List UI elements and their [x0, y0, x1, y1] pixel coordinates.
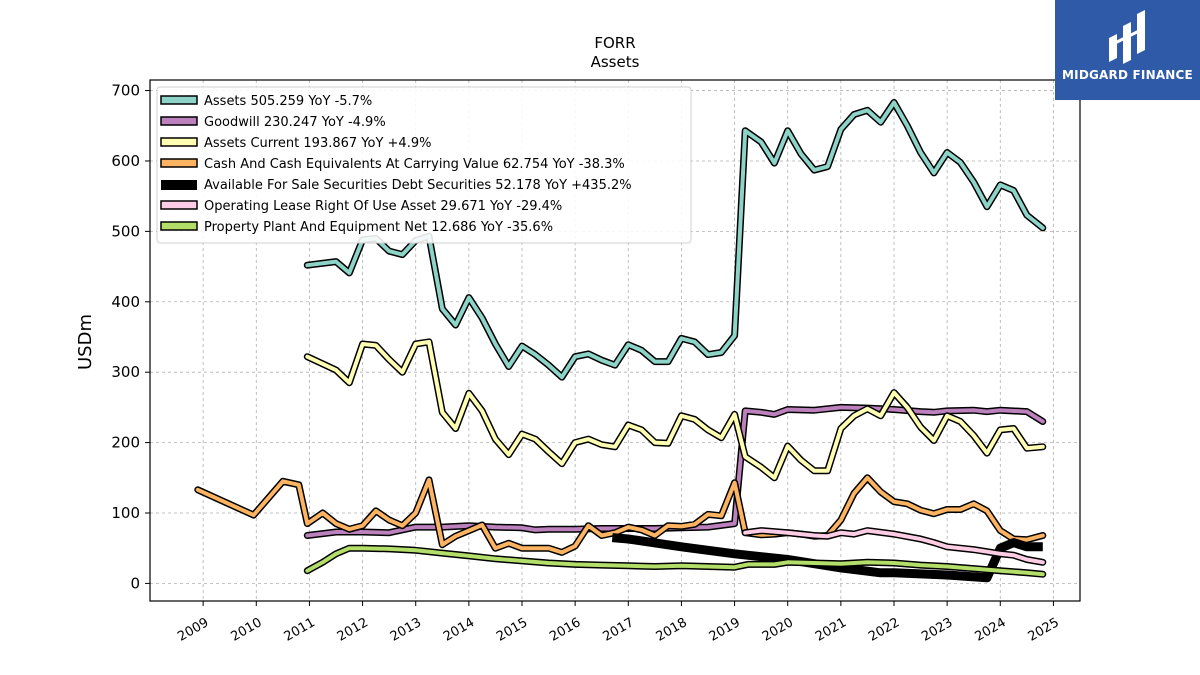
x-tick-label: 2013	[388, 615, 424, 645]
series-line	[305, 339, 1045, 480]
x-tick-label: 2023	[919, 615, 955, 645]
series-available-for-sale-securities-debt-securities	[611, 533, 1043, 583]
legend-swatch	[160, 95, 198, 105]
series-operating-lease-right-of-use-asset	[741, 527, 1047, 566]
y-tick-label: 400	[111, 293, 140, 311]
y-tick-label: 200	[111, 434, 140, 452]
x-tick-label: 2017	[600, 615, 636, 645]
legend-entry: Property Plant And Equipment Net 12.686 …	[204, 220, 553, 235]
legend-entry: Operating Lease Right Of Use Asset 29.67…	[204, 199, 562, 214]
legend-swatch	[160, 116, 198, 126]
y-tick-label: 600	[111, 152, 140, 170]
series-line	[195, 475, 1045, 555]
y-tick-label: 300	[111, 363, 140, 381]
legend-swatch	[161, 180, 197, 190]
y-tick-label: 700	[111, 82, 140, 100]
x-tick-label: 2018	[654, 615, 690, 645]
y-tick-label: 0	[130, 574, 140, 592]
x-tick-label: 2016	[547, 615, 583, 645]
chart-title: FORR	[594, 34, 635, 52]
series-line	[611, 533, 1043, 583]
plot-frame	[149, 79, 1081, 602]
legend-entry: Assets 505.259 YoY -5.7%	[204, 94, 372, 109]
x-tick-label: 2024	[972, 615, 1008, 645]
legend-box	[156, 86, 692, 244]
series-assets	[303, 99, 1047, 381]
series-line	[305, 405, 1045, 538]
x-tick-label: 2022	[866, 615, 902, 645]
x-tick-label: 2014	[441, 615, 477, 645]
legend-entry: Goodwill 230.247 YoY -4.9%	[204, 115, 386, 130]
legend-entry: Available For Sale Securities Debt Secur…	[204, 178, 632, 193]
legend: Assets 505.259 YoY -5.7% Goodwill 230.247…	[156, 86, 692, 244]
series-goodwill	[303, 403, 1047, 539]
legend-entry: Assets Current 193.867 YoY +4.9%	[204, 136, 431, 151]
x-tick-label: 2025	[1026, 615, 1062, 645]
brand-name: MIDGARD FINANCE	[1062, 68, 1193, 82]
logo-mark-icon	[1109, 10, 1145, 64]
series-cash-and-cash-equivalents-at-carrying-value	[194, 474, 1047, 556]
legend-swatch	[160, 158, 198, 168]
legend-swatch	[160, 221, 198, 231]
x-tick-label: 2019	[707, 615, 743, 645]
x-tick-label: 2021	[813, 615, 849, 645]
x-tick-label: 2011	[282, 615, 318, 645]
plot-area	[194, 99, 1047, 583]
x-tick-label: 2010	[228, 615, 264, 645]
y-tick-label: 500	[111, 222, 140, 240]
x-tick-label: 2015	[494, 615, 530, 645]
legend-swatch	[160, 200, 198, 210]
series-line	[305, 546, 1045, 577]
x-tick-label: 2012	[335, 615, 371, 645]
series-property-plant-and-equipment-net	[303, 544, 1047, 578]
y-axis-label: USDm	[75, 314, 96, 370]
x-tick-label: 2020	[760, 615, 796, 645]
legend-entry: Cash And Cash Equivalents At Carrying Va…	[204, 157, 625, 172]
series-assets-current	[303, 338, 1047, 482]
legend-swatch	[160, 137, 198, 147]
brand-logo: MIDGARD FINANCE	[1055, 0, 1200, 100]
series-line	[305, 100, 1045, 380]
x-tick-label: 2009	[175, 615, 211, 645]
chart-subtitle: Assets	[591, 53, 640, 71]
y-tick-label: 100	[111, 504, 140, 522]
series-line	[743, 528, 1045, 565]
